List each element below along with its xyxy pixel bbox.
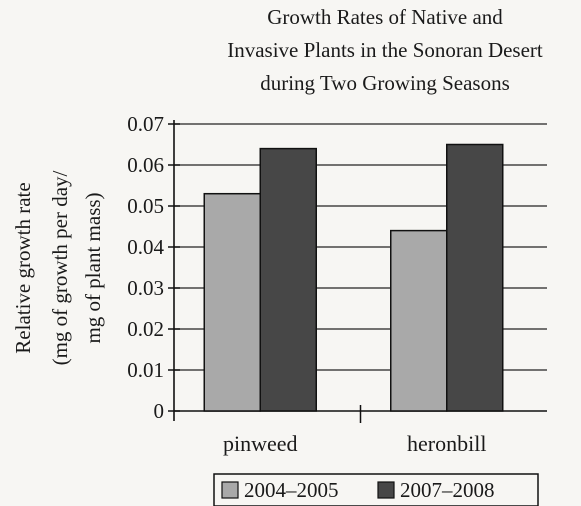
legend-swatch: [221, 481, 239, 499]
bar-heronbill-0: [390, 229, 448, 412]
chart-title-line: Invasive Plants in the Sonoran Desert: [227, 38, 543, 62]
bar-pinweed-0: [203, 192, 261, 412]
y-tick-label: 0.05: [127, 194, 164, 218]
y-tick-label: 0.01: [127, 358, 164, 382]
legend-label: 2004–2005: [244, 478, 339, 502]
y-tick-label: 0: [154, 399, 165, 423]
bar-pinweed-1: [259, 147, 317, 412]
chart-title-line: Growth Rates of Native and: [267, 5, 503, 29]
chart-title-line: during Two Growing Seasons: [260, 71, 510, 95]
legend-box: [213, 473, 539, 506]
x-category-label: pinweed: [223, 431, 298, 456]
y-axis-label-line: mg of plant mass): [81, 192, 105, 343]
x-category-label: heronbill: [407, 431, 486, 456]
legend-label: 2007–2008: [400, 478, 495, 502]
y-tick-label: 0.04: [127, 235, 164, 259]
y-tick-label: 0.03: [127, 276, 164, 300]
y-tick-label: 0.07: [127, 112, 164, 136]
legend-swatch: [377, 481, 395, 499]
bar-heronbill-1: [446, 143, 504, 412]
y-tick-label: 0.06: [127, 153, 164, 177]
y-axis-label-line: Relative growth rate: [11, 182, 35, 353]
y-axis-label-line: (mg of growth per day/: [48, 170, 72, 365]
y-tick-label: 0.02: [127, 317, 164, 341]
